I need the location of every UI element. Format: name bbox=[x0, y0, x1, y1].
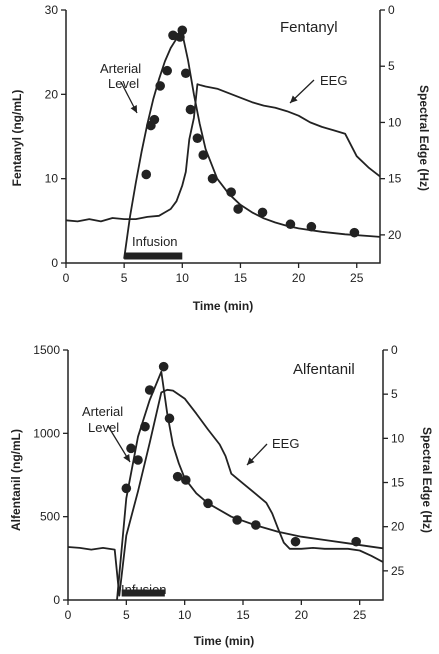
x-tick-label: 5 bbox=[121, 271, 128, 285]
y-right-tick-label: 10 bbox=[391, 431, 405, 445]
y-left-tick-label: 0 bbox=[51, 256, 58, 270]
y-left-tick-label: 20 bbox=[45, 87, 59, 101]
y-left-tick-label: 500 bbox=[40, 510, 60, 524]
arterial-level-point bbox=[180, 68, 191, 79]
eeg-trace bbox=[65, 83, 381, 223]
arterial-level-point bbox=[126, 443, 136, 454]
y-axis-right-title: Spectral Edge (Hz) bbox=[417, 85, 431, 191]
y-right-tick-label: 15 bbox=[388, 172, 402, 186]
chart-title: Alfentanil bbox=[293, 361, 355, 378]
arterial-level-point bbox=[257, 207, 268, 218]
y-axis-right-title: Spectral Edge (Hz) bbox=[420, 427, 434, 533]
arterial-level-point bbox=[185, 104, 196, 115]
arterial-level-point bbox=[198, 150, 209, 160]
x-tick-label: 0 bbox=[63, 271, 70, 285]
arterial-level-point bbox=[207, 173, 218, 184]
y-left-tick-label: 0 bbox=[53, 593, 60, 607]
arterial-level-point bbox=[172, 471, 183, 482]
x-axis-title: Time (min) bbox=[194, 634, 254, 648]
y-right-tick-label: 25 bbox=[391, 564, 405, 578]
y-left-tick-label: 1000 bbox=[33, 426, 60, 440]
y-right-tick-label: 15 bbox=[391, 476, 405, 490]
arterial-fit-curve bbox=[116, 370, 384, 601]
arterial-level-label-line1: Arterial bbox=[82, 404, 123, 419]
arterial-fit-curve bbox=[123, 32, 381, 259]
eeg-trace bbox=[67, 388, 384, 597]
arterial-level-point bbox=[158, 361, 169, 372]
y-right-tick-label: 20 bbox=[391, 520, 405, 534]
eeg-label: EEG bbox=[272, 436, 299, 451]
arterial-level-label-line1: Arterial bbox=[100, 61, 141, 76]
x-tick-label: 10 bbox=[176, 271, 190, 285]
chart-title: Fentanyl bbox=[280, 19, 338, 36]
y-right-tick-label: 5 bbox=[391, 387, 398, 401]
x-tick-label: 20 bbox=[295, 608, 309, 622]
y-axis-left-title: Fentanyl (ng/mL) bbox=[10, 90, 24, 187]
y-left-tick-label: 30 bbox=[45, 3, 59, 17]
x-tick-label: 15 bbox=[234, 271, 248, 285]
y-left-tick-label: 1500 bbox=[33, 343, 60, 357]
x-tick-label: 0 bbox=[65, 608, 72, 622]
arterial-level-label-line2: Level bbox=[108, 76, 139, 91]
arterial-level-point bbox=[149, 114, 160, 125]
eeg-label: EEG bbox=[320, 73, 347, 88]
arterial-level-point bbox=[192, 133, 203, 143]
y-axis-left-title: Alfentanil (ng/mL) bbox=[9, 429, 23, 531]
arterial-level-point bbox=[141, 169, 152, 180]
eeg-arrow-head bbox=[247, 457, 255, 465]
y-right-tick-label: 20 bbox=[388, 228, 402, 242]
y-right-tick-label: 10 bbox=[388, 115, 402, 129]
alfentanil-panel: Alfentanil Arterial Level EEG Infusion T… bbox=[9, 343, 434, 648]
y-right-tick-label: 5 bbox=[388, 59, 395, 73]
arterial-level-point bbox=[290, 536, 301, 547]
y-right-tick-label: 0 bbox=[388, 3, 395, 17]
x-tick-label: 25 bbox=[350, 271, 364, 285]
x-tick-label: 20 bbox=[292, 271, 306, 285]
arterial-level-point bbox=[133, 455, 143, 465]
eeg-arrow-head bbox=[290, 95, 298, 103]
y-left-tick-label: 10 bbox=[45, 172, 59, 186]
arterial-level-arrow-head bbox=[123, 454, 130, 462]
x-axis-title: Time (min) bbox=[193, 299, 253, 313]
arterial-level-label-line2: Level bbox=[88, 420, 119, 435]
arterial-level-arrow-head bbox=[130, 105, 137, 113]
arterial-level-point bbox=[162, 65, 172, 76]
x-tick-label: 10 bbox=[178, 608, 192, 622]
plot-frame bbox=[67, 350, 384, 601]
y-right-tick-label: 0 bbox=[391, 343, 398, 357]
x-tick-label: 25 bbox=[353, 608, 367, 622]
infusion-label: Infusion bbox=[132, 234, 178, 249]
arterial-level-point bbox=[177, 25, 188, 36]
arterial-level-point bbox=[233, 204, 243, 214]
plot-frame bbox=[65, 10, 381, 264]
fentanyl-panel: Fentanyl Arterial Level EEG Infusion Tim… bbox=[10, 3, 431, 313]
x-tick-label: 15 bbox=[236, 608, 250, 622]
x-tick-label: 5 bbox=[123, 608, 130, 622]
